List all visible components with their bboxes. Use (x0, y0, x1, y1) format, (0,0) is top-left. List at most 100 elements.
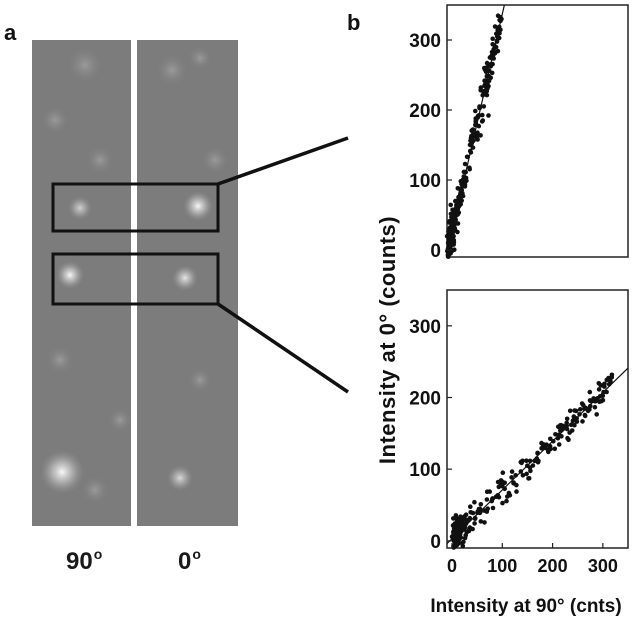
scatter-point (519, 460, 524, 466)
scatter-point (524, 458, 529, 464)
scatter-point (500, 500, 505, 506)
scatter-plot-top: 0 100 200 300 (409, 4, 629, 262)
x-tick-label: 300 (588, 556, 618, 576)
scatter-point (580, 402, 586, 408)
channel-label-0-value: 0 (178, 548, 192, 575)
y-ticks-bottom: 0 100 200 300 (409, 317, 452, 553)
scatter-point (602, 381, 607, 387)
scatter-point (452, 530, 457, 535)
scatter-points-top (444, 13, 504, 259)
scatter-point (486, 113, 491, 118)
scatter-point (509, 469, 515, 474)
scatter-point (495, 48, 501, 54)
y-tick-label: 300 (409, 31, 441, 52)
scatter-point (489, 70, 495, 76)
scatter-point (606, 375, 611, 381)
y-tick-label: 200 (409, 101, 441, 122)
scatter-point (578, 407, 583, 412)
scatter-point (500, 470, 506, 476)
bright-spots (40, 191, 213, 494)
scatter-point (573, 408, 579, 414)
scatter-point (557, 423, 563, 428)
scatter-point (585, 408, 591, 414)
scatter-point (461, 539, 466, 545)
scatter-point (464, 518, 470, 523)
scatter-point (569, 428, 575, 433)
y-ticks-top: 0 100 200 300 (409, 31, 452, 262)
y-tick-label: 0 (430, 532, 441, 553)
scatter-point (502, 486, 508, 492)
scatter-point (594, 412, 599, 417)
x-ticks-bottom: 0 100 200 300 (447, 543, 618, 576)
scatter-point (511, 481, 516, 486)
scatter-point (520, 473, 526, 478)
scatter-points-bottom (449, 372, 615, 550)
scatter-point (462, 184, 468, 189)
scatter-point (455, 186, 461, 191)
y-tick-label: 300 (409, 317, 441, 338)
scatter-point (459, 198, 465, 203)
scatter-point (454, 540, 460, 546)
scatter-point (564, 420, 569, 426)
scatter-point (535, 459, 541, 465)
scatter-point (448, 211, 454, 217)
y-tick-label: 0 (430, 241, 441, 262)
scatter-point (524, 471, 529, 477)
scatter-point (552, 446, 558, 452)
scatter-point (460, 543, 466, 549)
scatter-point (462, 161, 468, 167)
scatter-point (463, 512, 469, 517)
scatter-point (482, 508, 487, 513)
scatter-point (509, 475, 514, 480)
scatter-point (580, 419, 585, 424)
scatter-point (453, 513, 459, 518)
scatter-point (600, 397, 606, 403)
scatter-point (490, 36, 496, 42)
scatter-point (604, 389, 609, 395)
selection-box-upper (51, 182, 220, 233)
scatter-point (565, 435, 570, 441)
scatter-point (596, 387, 602, 392)
scatter-point (558, 428, 563, 433)
x-tick-label: 200 (538, 556, 568, 576)
scatter-point (572, 422, 577, 428)
scatter-point (587, 389, 593, 395)
scatter-point (478, 502, 484, 507)
y-tick-label: 200 (409, 389, 441, 410)
scatter-point (464, 529, 470, 535)
scatter-point (446, 254, 451, 259)
scatter-point (588, 398, 593, 404)
scatter-point (504, 498, 509, 504)
selection-box-lower (51, 252, 220, 306)
scatter-point (473, 108, 478, 114)
scatter-point (574, 419, 580, 424)
fit-line-bottom (446, 367, 629, 544)
scatter-point (474, 136, 480, 141)
connector-line-lower (217, 302, 349, 394)
channel-label-0-degree: o (192, 546, 201, 562)
y-tick-label: 100 (409, 460, 441, 481)
scatter-point (472, 521, 477, 526)
channel-label-90-degree: o (93, 546, 103, 562)
panel-b-letter: b (347, 10, 361, 35)
scatter-point (598, 382, 603, 388)
scatter-point (592, 404, 598, 410)
scatter-point (495, 479, 501, 485)
scatter-point (526, 476, 531, 481)
y-axis-label-wrap: Intensity at 0° (counts) (375, 200, 400, 480)
scatter-point (539, 446, 544, 451)
scatter-point (478, 519, 484, 524)
scatter-point (478, 133, 483, 138)
scatter-point (475, 130, 480, 135)
scatter-point (553, 432, 558, 437)
panel-a-letter: a (4, 20, 17, 45)
scatter-point (482, 520, 487, 525)
channel-label-90: 90o (66, 546, 103, 576)
scatter-point (582, 413, 588, 419)
scatter-point (467, 165, 472, 171)
scatter-point (490, 42, 496, 47)
scatter-point (514, 489, 519, 494)
y-axis-label: Intensity at 0° (counts) (375, 215, 400, 465)
connector-line-upper (217, 136, 349, 186)
